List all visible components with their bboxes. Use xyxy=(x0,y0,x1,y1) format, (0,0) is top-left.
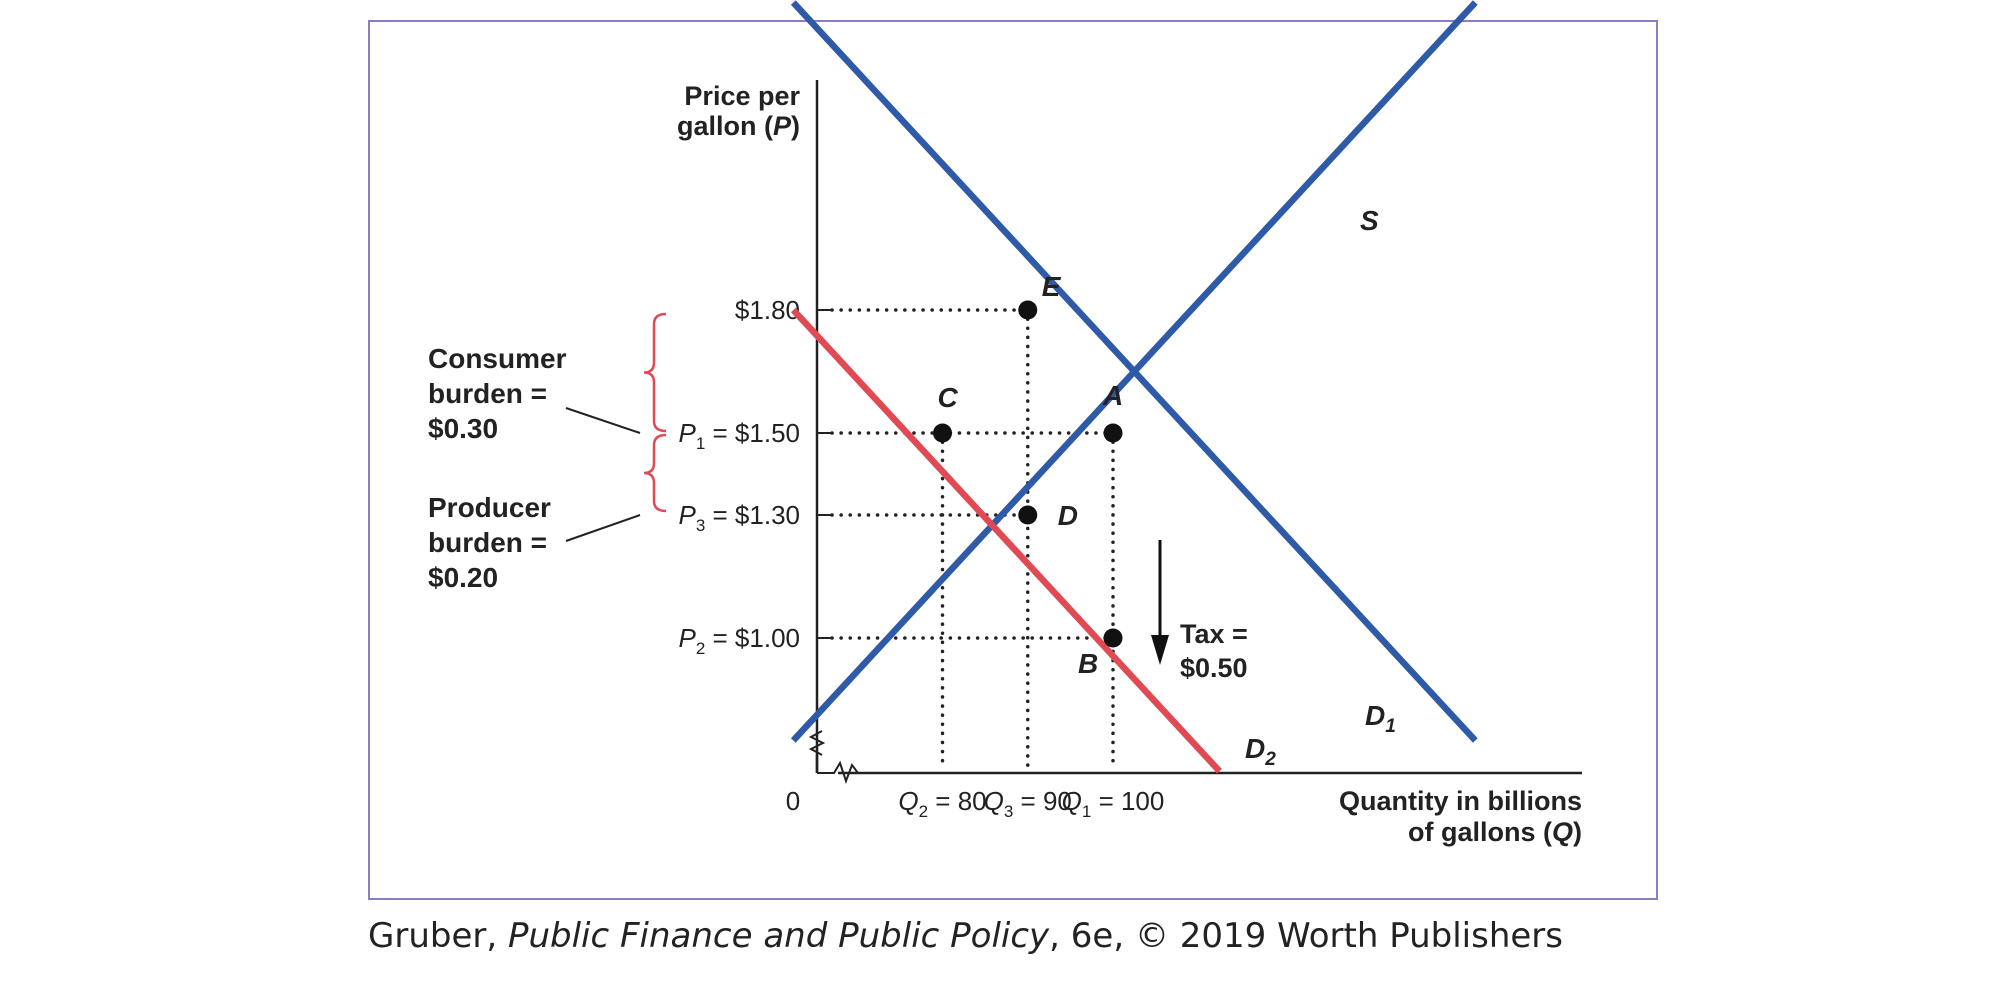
tax-label-line: Tax = xyxy=(1180,619,1248,649)
point-d xyxy=(1018,505,1038,525)
producer-burden-line: burden = xyxy=(428,527,547,558)
caption-suffix: , 6e, © 2019 Worth Publishers xyxy=(1049,916,1563,956)
curve-d1 xyxy=(790,0,1478,743)
point-e xyxy=(1018,300,1038,320)
caption-prefix: Gruber, xyxy=(368,916,508,956)
producer-burden-leader xyxy=(565,514,641,542)
y-axis-label-line: Price per xyxy=(684,81,800,111)
price-tick-label: P2 = $1.00 xyxy=(678,623,800,658)
source-caption: Gruber, Public Finance and Public Policy… xyxy=(368,916,1563,956)
quantity-tick-label: Q3 = 90 xyxy=(984,786,1072,821)
consumer-burden-line: $0.30 xyxy=(428,413,498,444)
point-label: C xyxy=(938,382,959,413)
x-axis-label-line: of gallons (Q) xyxy=(1408,817,1582,847)
curve-d2 xyxy=(790,307,1222,774)
point-c xyxy=(933,423,952,443)
point-label: B xyxy=(1078,648,1098,679)
x-axis-label-line: Quantity in billions xyxy=(1339,786,1582,816)
origin-label: 0 xyxy=(786,786,800,816)
curve-label: D2 xyxy=(1245,733,1276,770)
consumer-burden-line: burden = xyxy=(428,378,547,409)
price-tick-label: P1 = $1.50 xyxy=(678,418,800,453)
producer-burden-line: $0.20 xyxy=(428,562,498,593)
point-label: A xyxy=(1102,380,1123,411)
price-tick-label: P3 = $1.30 xyxy=(678,500,800,535)
consumer-burden-leader xyxy=(565,407,641,434)
point-label: E xyxy=(1042,271,1062,302)
tax-label-line: $0.50 xyxy=(1180,653,1248,683)
consumer-burden-brace xyxy=(643,312,667,433)
point-label: D xyxy=(1058,500,1078,531)
quantity-tick-label: Q1 = 100 xyxy=(1062,786,1165,821)
y-axis-label-line: gallon (P) xyxy=(677,111,800,141)
point-b xyxy=(1103,628,1123,648)
y-axis-break xyxy=(808,730,826,756)
point-a xyxy=(1103,423,1123,443)
producer-burden-brace xyxy=(643,433,667,513)
curve-label: D1 xyxy=(1365,700,1396,737)
price-tick-label: $1.80 xyxy=(735,295,800,325)
curve-label: S xyxy=(1360,205,1379,236)
producer-burden-line: Producer xyxy=(428,492,551,523)
quantity-tick-label: Q2 = 80 xyxy=(898,786,986,821)
chart-frame xyxy=(368,20,1658,900)
tax-arrow-head xyxy=(1151,635,1169,665)
caption-title: Public Finance and Public Policy xyxy=(507,916,1050,956)
x-axis-break xyxy=(817,760,868,784)
consumer-burden-line: Consumer xyxy=(428,343,567,374)
